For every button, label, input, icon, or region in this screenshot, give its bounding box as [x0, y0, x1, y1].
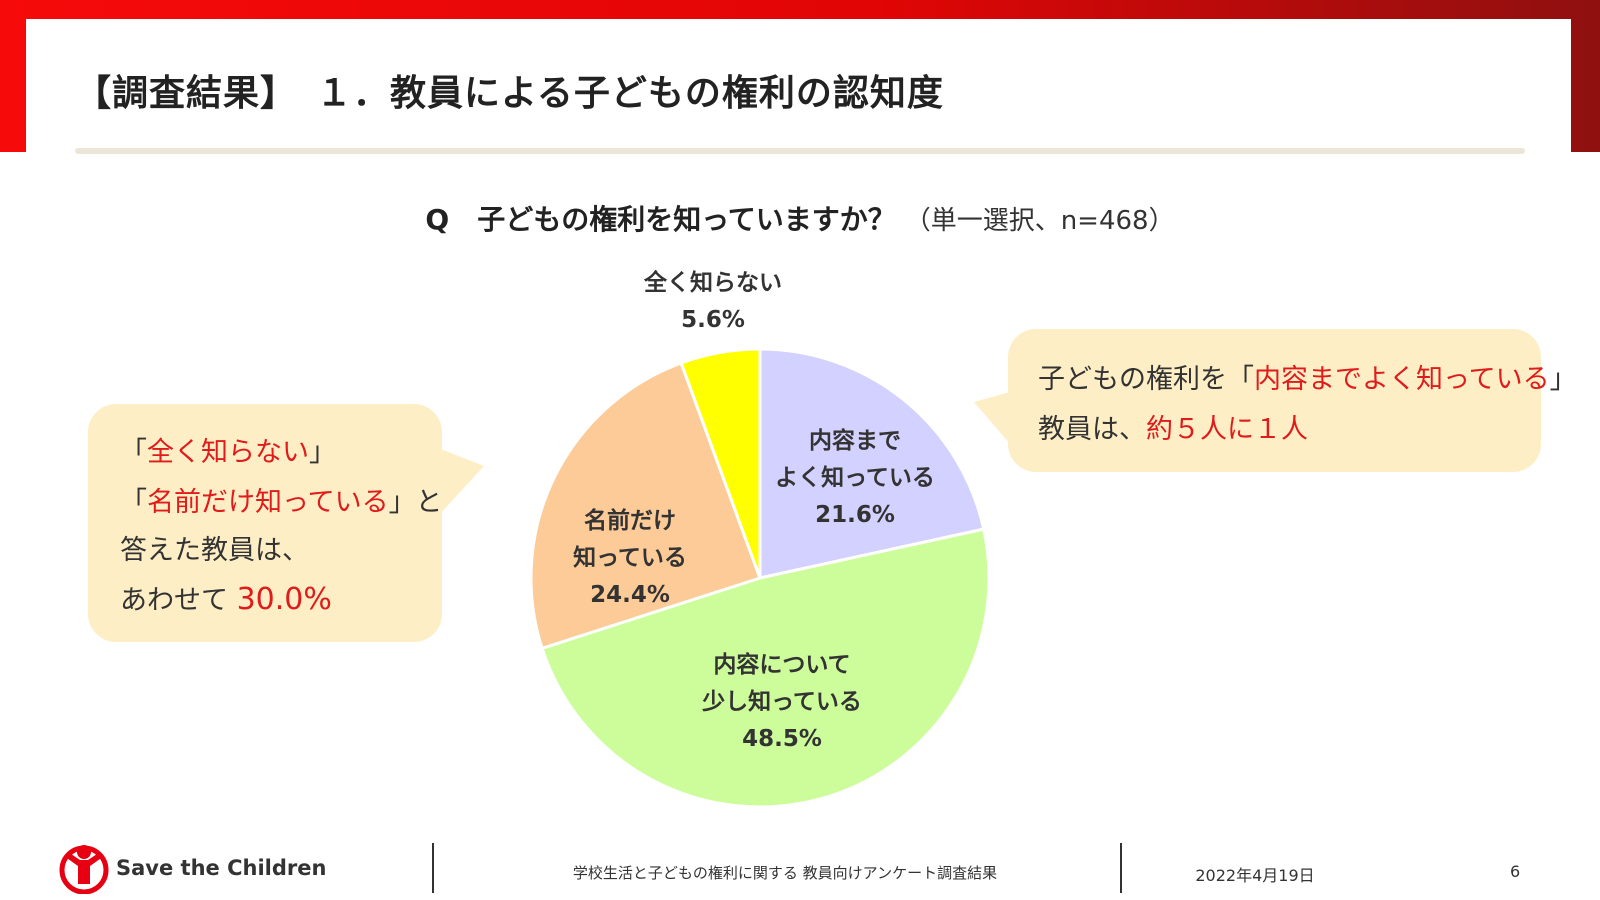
- callout-left: 「全く知らない」 「名前だけ知っている」と 答えた教員は、 あわせて 30.0%: [88, 404, 443, 642]
- slice-value-label: 21.6%: [815, 502, 895, 528]
- highlight-text: 名前だけ知っている: [147, 487, 389, 518]
- question: Q 子どもの権利を知っていますか？ （単一選択、n=468）: [0, 198, 1600, 238]
- callout-left-line-1: 「全く知らない」: [120, 437, 336, 468]
- header-card: [26, 19, 1571, 199]
- callout-left-line-3: 答えた教員は、: [120, 535, 309, 566]
- callout-right: 子どもの権利を「内容までよく知っている」 教員は、約５人に１人: [1008, 329, 1577, 472]
- highlight-text: 約５人に１人: [1146, 414, 1308, 445]
- pie-slices: [529, 347, 991, 809]
- slice-category-label: 知っている: [573, 544, 687, 571]
- footer-divider: [432, 843, 434, 893]
- pie-slice: [540, 527, 991, 809]
- footer-date: 2022年4月19日: [1195, 866, 1315, 885]
- pie-slice: [758, 347, 986, 580]
- slice-category-label: よく知っている: [775, 464, 935, 491]
- callout-left-line-2: 「名前だけ知っている」と: [120, 487, 443, 518]
- page-title: 【調査結果】 １．教員による子どもの権利の認知度: [75, 73, 944, 114]
- callout-right-pointer: [974, 392, 1010, 444]
- slice-category-label: 内容まで: [809, 427, 901, 454]
- highlight-text: 内容までよく知っている: [1254, 364, 1550, 395]
- save-the-children-logo-icon: [59, 845, 109, 894]
- callout-left-pointer: [438, 448, 484, 516]
- slice-category-label: 名前だけ: [584, 507, 676, 534]
- slice-value-label: 24.4%: [590, 582, 670, 608]
- footer-report-title: 学校生活と子どもの権利に関する 教員向けアンケート調査結果: [572, 864, 998, 882]
- callout-right-line-2: 教員は、約５人に１人: [1038, 414, 1308, 445]
- footer-divider: [1120, 843, 1122, 893]
- title-divider: [75, 148, 1525, 154]
- pie-slice: [529, 361, 762, 651]
- slice-category-label: 全く知らない: [643, 269, 782, 296]
- highlight-text: 全く知らない: [147, 437, 309, 468]
- callout-right-line-1: 子どもの権利を「内容までよく知っている」: [1038, 364, 1577, 395]
- page-number: 6: [1510, 862, 1521, 881]
- highlight-percent: 30.0%: [236, 582, 332, 617]
- callout-left-line-4: あわせて 30.0%: [120, 582, 332, 617]
- question-note: （単一選択、n=468）: [904, 206, 1175, 236]
- footer-brand: Save the Children: [116, 856, 327, 880]
- slice-category-label: 少し知っている: [701, 688, 862, 715]
- slice-value-label: 48.5%: [742, 726, 822, 752]
- pie-slice: [679, 347, 762, 579]
- question-text: Q 子どもの権利を知っていますか？: [425, 203, 896, 236]
- slice-value-label: 5.6%: [681, 307, 745, 333]
- slice-category-label: 内容について: [713, 651, 850, 678]
